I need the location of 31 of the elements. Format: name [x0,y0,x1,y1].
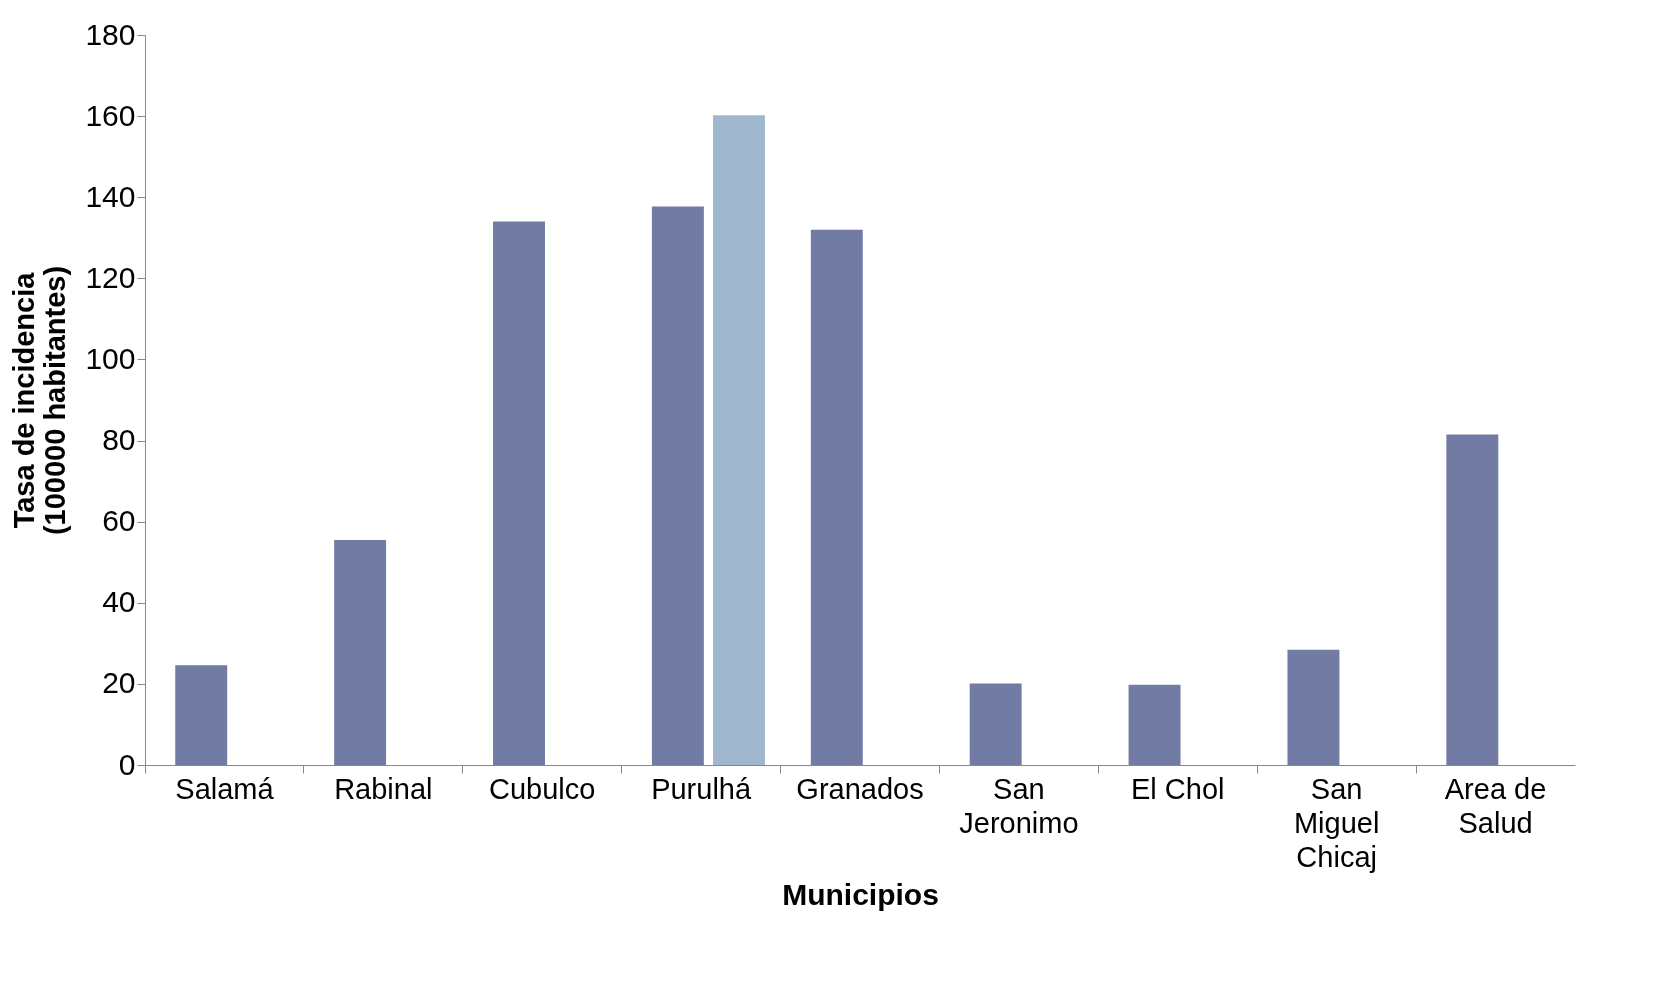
x-tick-label: Area de Salud [1444,772,1547,839]
y-tick-label: 80 [102,423,136,457]
bar [651,206,704,765]
y-tick-label: 20 [102,666,136,700]
x-tick-label: Cubulco [489,772,596,805]
y-tick-label: 140 [85,179,136,213]
y-tick-label: 180 [85,17,136,51]
bar [175,665,228,765]
bar [1446,434,1499,765]
bar [810,229,863,765]
y-tick-label: 100 [85,341,136,375]
x-tick-label: Rabinal [334,772,433,805]
y-tick-label: 40 [102,585,136,619]
x-tick-label: Purulhá [651,772,752,805]
x-tick-label: San Jeronimo [959,772,1079,839]
y-tick-label: 160 [85,98,136,132]
y-axis-title: Tasa de incidencia (100000 habitantes) [8,265,72,536]
x-tick-label: Salamá [175,772,275,805]
x-tick-label: Granados [796,772,924,805]
bar [1128,684,1181,765]
bar [1287,649,1340,765]
bar [334,539,387,765]
y-tick-label: 0 [118,747,136,781]
x-tick-label: San Miguel Chicaj [1293,772,1380,873]
bar [493,221,545,765]
bar [969,683,1022,765]
x-tick-label: El Chol [1131,772,1225,805]
y-tick-label: 60 [102,504,136,538]
x-axis-title: Municipios [782,877,939,911]
bar [713,115,765,765]
y-tick-label: 120 [85,260,136,294]
